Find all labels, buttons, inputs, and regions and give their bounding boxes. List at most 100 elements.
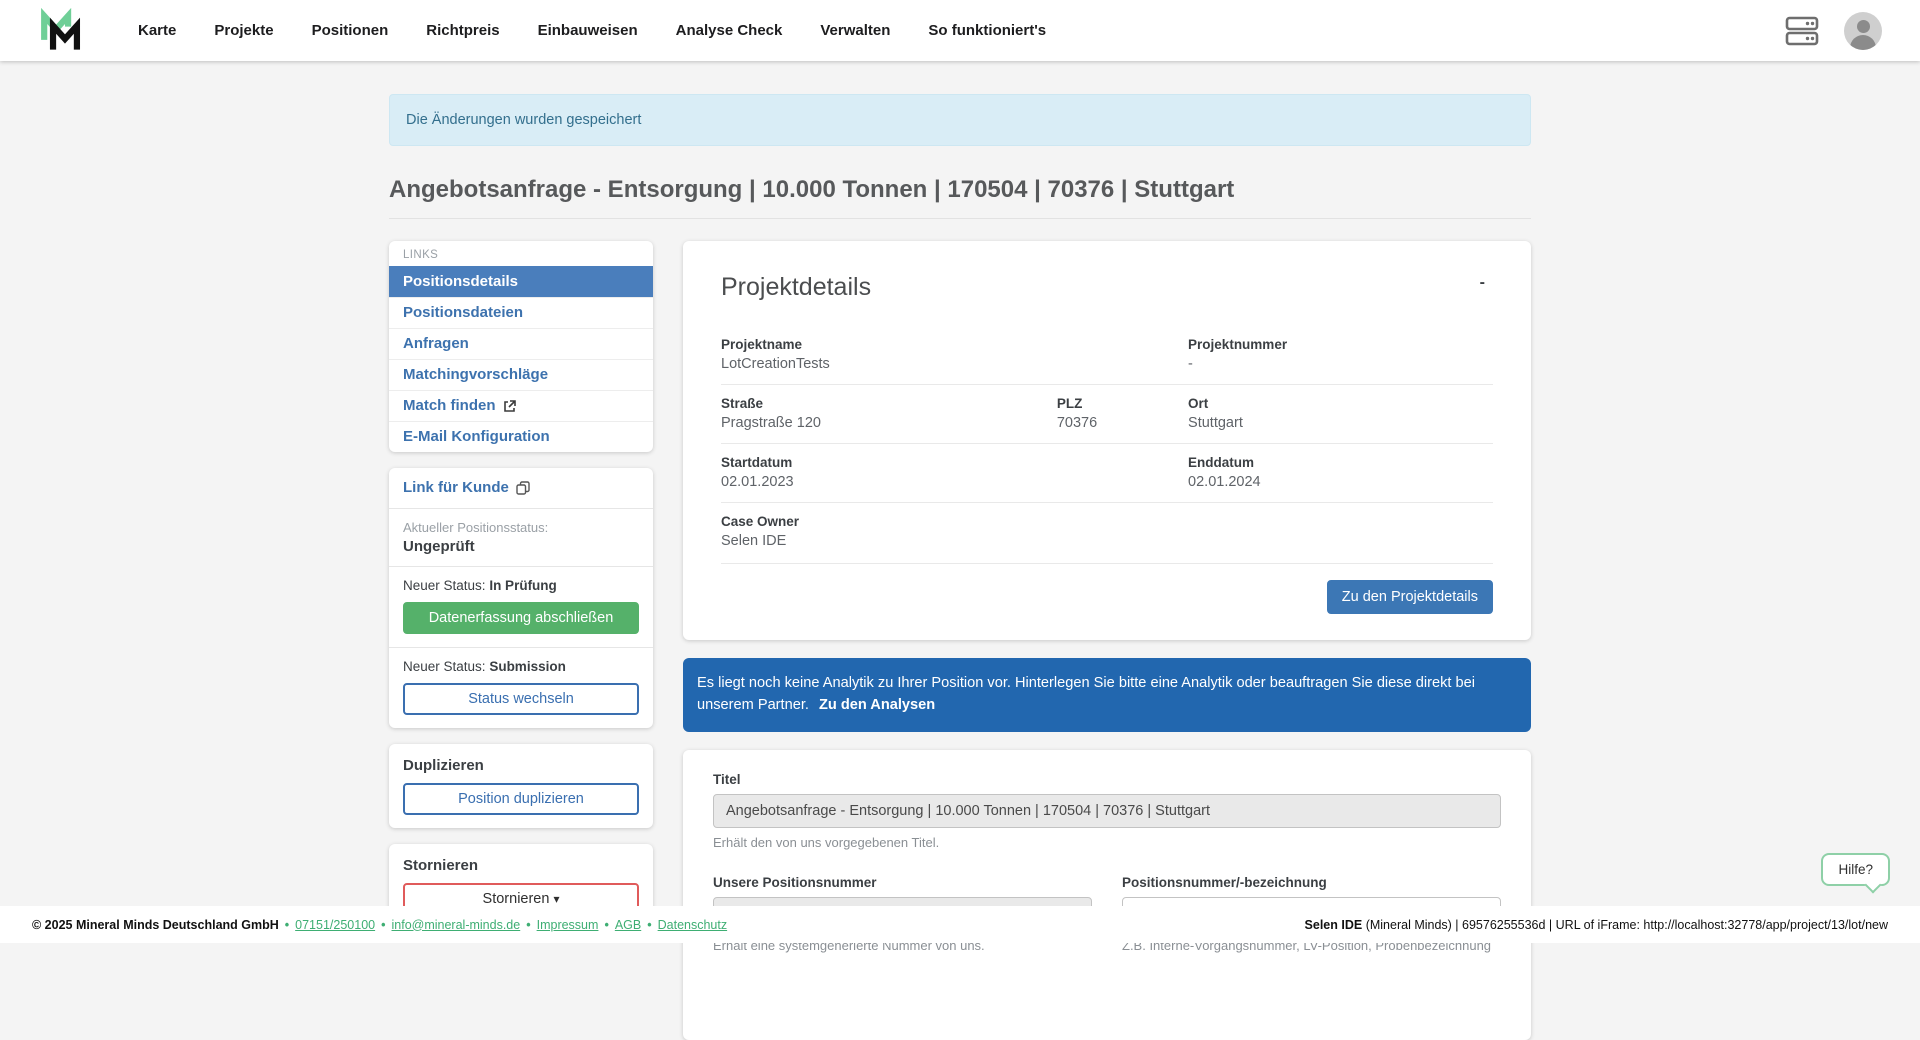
footer-session-detail: (Mineral Minds) | 69576255536d | URL of … (1365, 917, 1888, 932)
nav-item-so-funktionierts[interactable]: So funktioniert's (928, 22, 1047, 39)
case-owner-value: Selen IDE (721, 533, 787, 549)
startdatum-value: 02.01.2023 (721, 474, 794, 490)
footer-bar: © 2025 Mineral Minds Deutschland GmbH • … (0, 906, 1920, 943)
avatar-head-icon (1856, 19, 1870, 33)
new-status-prefix: Neuer Status: (403, 578, 486, 593)
duplicate-card-title: Duplizieren (403, 757, 484, 774)
footer-left: © 2025 Mineral Minds Deutschland GmbH • … (32, 918, 727, 932)
sidebar-item-anfragen[interactable]: Anfragen (389, 328, 653, 359)
external-link-icon (503, 399, 516, 412)
footer-email-link[interactable]: info@mineral-minds.de (391, 917, 521, 932)
footer-datenschutz-link[interactable]: Datenschutz (657, 917, 728, 932)
footer-session-info: Selen IDE (Mineral Minds) | 69576255536d… (1305, 918, 1888, 932)
nav-item-karte[interactable]: Karte (138, 22, 177, 39)
footer-agb-link[interactable]: AGB (614, 917, 642, 932)
enddatum-label: Enddatum (1188, 455, 1255, 470)
footer-separator: • (284, 917, 290, 932)
projektname-label: Projektname (721, 337, 803, 352)
page-container: Die Änderungen wurden gespeichert Angebo… (389, 94, 1531, 1040)
cancel-button-label: Stornieren (482, 891, 550, 907)
footer-copyright: © 2025 Mineral Minds Deutschland GmbH (32, 917, 279, 932)
sidebar-item-label: Positionsdateien (403, 304, 524, 321)
help-button[interactable]: Hilfe? (1821, 853, 1890, 886)
case-owner-label: Case Owner (721, 514, 800, 529)
enddatum-value: 02.01.2024 (1188, 474, 1261, 490)
sidebar-item-label: Matchingvorschläge (403, 366, 549, 383)
sidebar-item-label: E-Mail Konfiguration (403, 428, 550, 445)
cancel-card-title: Stornieren (403, 857, 479, 874)
sidebar-item-positionsdateien[interactable]: Positionsdateien (389, 297, 653, 328)
startdatum-label: Startdatum (721, 455, 793, 470)
avatar-body-icon (1850, 34, 1876, 50)
sidebar-item-positionsdetails[interactable]: Positionsdetails (389, 266, 653, 297)
plz-value: 70376 (1056, 415, 1098, 431)
unsere-positionsnummer-label: Unsere Positionsnummer (713, 874, 877, 890)
customer-link-label: Link für Kunde (403, 479, 509, 496)
titel-input (713, 793, 1501, 828)
duplicate-position-button[interactable]: Position duplizieren (403, 783, 639, 815)
analytics-info-banner: Es liegt noch keine Analytik zu Ihrer Po… (683, 658, 1531, 732)
sidebar-item-match-finden[interactable]: Match finden (389, 390, 653, 421)
footer-session-user: Selen IDE (1304, 917, 1363, 932)
sidebar-item-matchingvorschlaege[interactable]: Matchingvorschläge (389, 359, 653, 390)
new-status-review-value: In Prüfung (489, 578, 557, 593)
sidebar-item-label: Match finden (403, 397, 496, 414)
go-to-project-details-button[interactable]: Zu den Projektdetails (1326, 580, 1493, 614)
strasse-label: Straße (721, 396, 764, 411)
topbar-right (1782, 11, 1882, 50)
go-to-analyses-link[interactable]: Zu den Analysen (818, 696, 936, 713)
mineral-minds-logo-icon[interactable] (38, 7, 84, 55)
collapse-card-button[interactable]: - (1479, 274, 1485, 291)
ort-label: Ort (1188, 396, 1209, 411)
nav-item-richtpreis[interactable]: Richtpreis (426, 22, 500, 39)
projektnummer-value: - (1188, 356, 1193, 372)
main-nav: Karte Projekte Positionen Richtpreis Ein… (138, 22, 1046, 39)
project-details-row: Projektname LotCreationTests Projektnumm… (721, 326, 1493, 384)
plz-label: PLZ (1056, 396, 1083, 411)
caret-down-icon: ▾ (553, 892, 560, 906)
position-form-card: Titel Erhält den von uns vorgegebenen Ti… (683, 749, 1531, 1040)
duplicate-card: Duplizieren Position duplizieren (389, 744, 653, 828)
ort-value: Stuttgart (1188, 415, 1243, 431)
footer-phone-link[interactable]: 07151/250100 (295, 917, 376, 932)
project-details-title: Projektdetails (721, 273, 872, 301)
complete-data-entry-button[interactable]: Datenerfassung abschließen (403, 602, 639, 634)
sidebar-item-email-konfiguration[interactable]: E-Mail Konfiguration (389, 421, 653, 452)
user-avatar[interactable] (1844, 11, 1882, 50)
nav-item-analyse-check[interactable]: Analyse Check (675, 22, 783, 39)
project-details-row: Startdatum 02.01.2023 Enddatum 02.01.202… (721, 443, 1493, 502)
switch-status-button[interactable]: Status wechseln (403, 683, 639, 715)
status-card: Link für Kunde Aktueller Positionsstatus… (389, 468, 653, 728)
footer-separator: • (604, 917, 609, 932)
project-details-card: Projektdetails - Projektname LotCreation… (683, 241, 1531, 640)
projektname-value: LotCreationTests (721, 356, 830, 372)
project-details-row: Straße Pragstraße 120 PLZ 70376 Ort Stut… (721, 384, 1493, 443)
footer-separator: • (381, 917, 386, 932)
project-details-row: Case Owner Selen IDE (721, 502, 1493, 561)
footer-impressum-link[interactable]: Impressum (536, 917, 599, 932)
sidebar-item-label: Anfragen (403, 335, 469, 352)
save-success-alert: Die Änderungen wurden gespeichert (389, 94, 1531, 146)
titel-helper: Erhält den von uns vorgegebenen Titel. (713, 834, 940, 850)
nav-item-einbauweisen[interactable]: Einbauweisen (537, 22, 638, 39)
links-card: LINKS Positionsdetails Positionsdateien … (389, 241, 653, 452)
current-status-label: Aktueller Positionsstatus: (403, 520, 549, 535)
footer-separator: • (647, 917, 652, 932)
left-sidebar: LINKS Positionsdetails Positionsdateien … (389, 241, 653, 928)
server-stack-icon[interactable] (1782, 16, 1822, 46)
top-navigation-bar: Karte Projekte Positionen Richtpreis Ein… (0, 0, 1920, 61)
nav-item-verwalten[interactable]: Verwalten (820, 22, 891, 39)
copy-icon (516, 480, 530, 495)
positionsnummer-label: Positionsnummer/-bezeichnung (1122, 874, 1327, 890)
nav-item-positionen[interactable]: Positionen (311, 22, 389, 39)
nav-item-projekte[interactable]: Projekte (214, 22, 274, 39)
customer-link[interactable]: Link für Kunde (403, 479, 530, 496)
strasse-value: Pragstraße 120 (721, 415, 821, 431)
projektnummer-label: Projektnummer (1188, 337, 1288, 352)
new-status-submission-value: Submission (489, 659, 566, 674)
new-status-submission: Neuer Status: Submission (403, 659, 639, 674)
titel-label: Titel (713, 771, 741, 787)
links-card-header: LINKS (403, 249, 439, 261)
new-status-review: Neuer Status: In Prüfung (403, 578, 639, 593)
footer-separator: • (526, 917, 531, 932)
